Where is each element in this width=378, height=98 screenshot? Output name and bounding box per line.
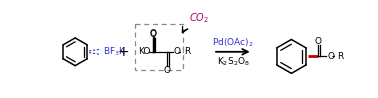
Text: O: O (327, 52, 334, 61)
Text: CO$_2$: CO$_2$ (189, 11, 209, 25)
Text: Pd(OAc)$_2$: Pd(OAc)$_2$ (212, 36, 254, 49)
Text: K$_2$S$_2$O$_8$: K$_2$S$_2$O$_8$ (217, 56, 250, 68)
Text: O: O (164, 66, 171, 75)
Text: O: O (150, 30, 157, 39)
Bar (135, 24, 183, 70)
Text: KO: KO (138, 47, 150, 56)
Text: O: O (150, 29, 157, 38)
Text: R: R (337, 52, 343, 61)
Text: +: + (118, 45, 129, 59)
Text: R: R (184, 47, 191, 56)
Text: O: O (174, 47, 181, 56)
Text: O: O (315, 37, 322, 45)
Text: BF$_3$K: BF$_3$K (103, 46, 127, 58)
